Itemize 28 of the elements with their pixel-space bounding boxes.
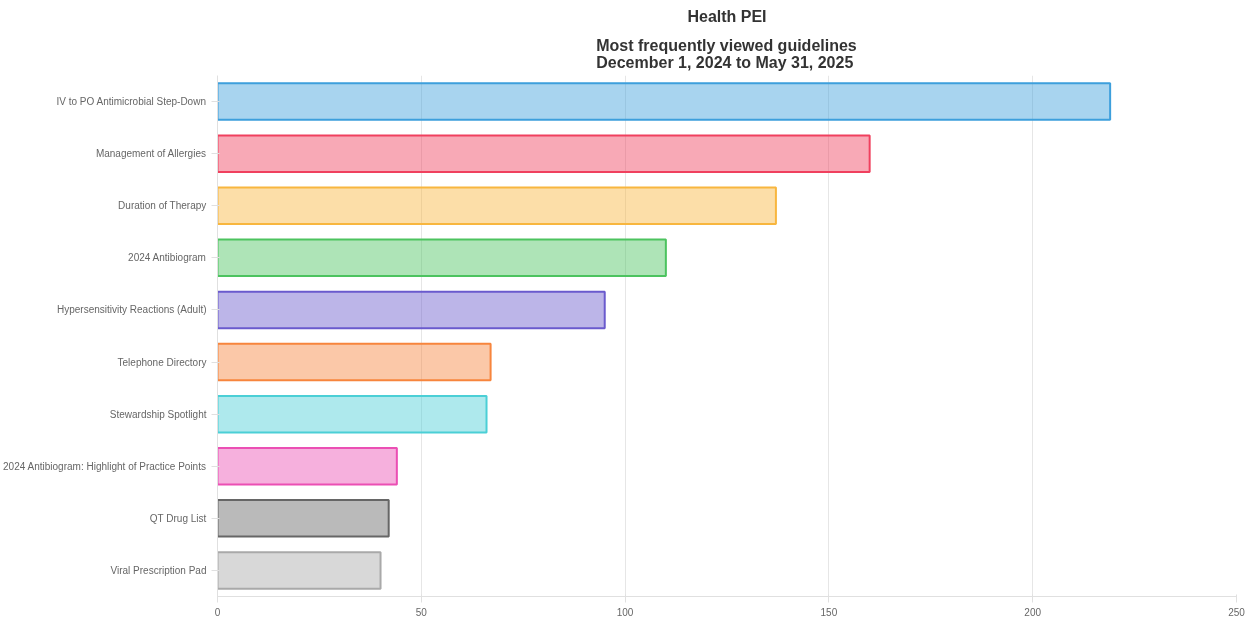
y-tick-label: Viral Prescription Pad	[110, 564, 207, 576]
bar	[217, 447, 398, 486]
bar	[217, 394, 488, 434]
y-tick-label: 2024 Antibiogram: Highlight of Practice Points	[3, 460, 206, 472]
bar	[217, 186, 777, 225]
y-tick-label: Telephone Directory	[117, 356, 207, 368]
bar	[217, 342, 492, 382]
y-tick-label: Duration of Therapy	[118, 200, 207, 212]
chart-title: Health PEI	[687, 7, 767, 25]
x-tick-label: 0	[214, 606, 221, 618]
bar	[217, 238, 667, 278]
y-tick-label: Management of Allergies	[95, 148, 206, 160]
chart-subtitle: Most frequently viewed guidelines December 1, 2024 to May 31, 2025	[596, 36, 857, 71]
bar	[217, 82, 1112, 121]
y-tick-label: QT Drug List	[149, 512, 207, 524]
bar	[217, 290, 606, 330]
y-tick-label: Hypersensitivity Reactions (Adult)	[57, 304, 207, 316]
bar	[217, 134, 871, 173]
x-tick-label: 100	[616, 606, 634, 618]
y-tick-label: 2024 Antibiogram	[128, 252, 206, 264]
y-tick-label: Stewardship Spotlight	[109, 408, 207, 420]
x-tick-label: 200	[1024, 606, 1042, 618]
y-tick-label: IV to PO Antimicrobial Step-Down	[56, 96, 206, 108]
x-tick-label: 250	[1228, 606, 1246, 618]
bar	[217, 551, 382, 590]
bar	[217, 499, 390, 538]
x-tick-label: 150	[820, 606, 838, 618]
x-tick-label: 50	[415, 606, 428, 618]
